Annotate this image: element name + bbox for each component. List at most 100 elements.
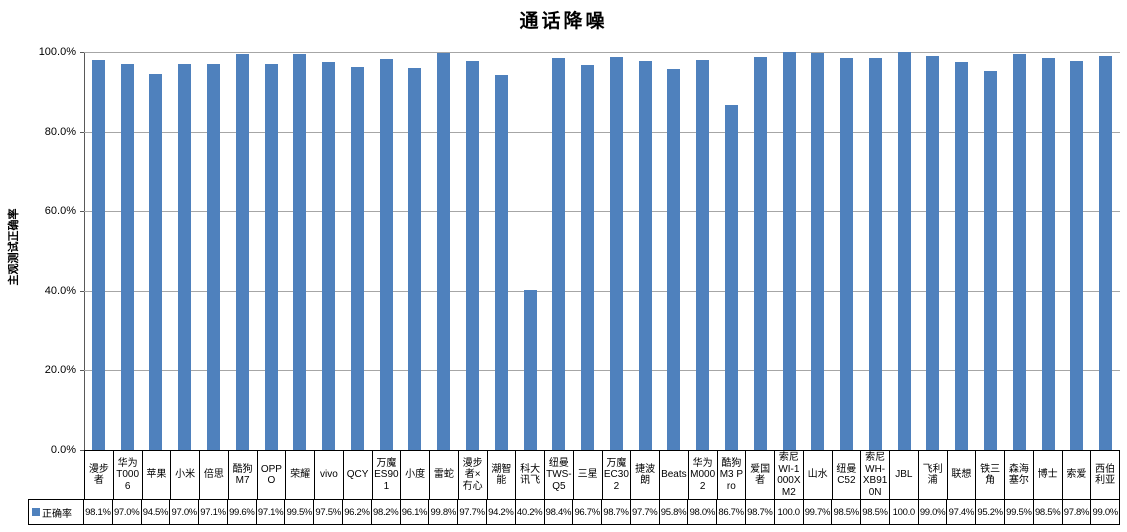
gridline <box>84 52 1120 53</box>
category-cell: 小米 <box>170 450 199 499</box>
value-cell: 96.2% <box>342 499 371 525</box>
bar <box>149 73 163 450</box>
category-cell: 科大讯飞 <box>515 450 544 499</box>
value-cell: 99.5% <box>284 499 314 525</box>
category-cell: 华为M0002 <box>687 450 717 499</box>
bar <box>293 53 307 450</box>
value-cell: 97.1% <box>255 499 285 525</box>
y-axis-tick <box>80 52 84 53</box>
legend-label: 正确率 <box>42 508 72 520</box>
bar <box>638 61 652 450</box>
bar <box>868 57 882 450</box>
category-cell: 索爱 <box>1061 450 1091 499</box>
bar <box>897 52 911 450</box>
value-cell: 98.5% <box>1032 499 1062 525</box>
value-cell: 97.7% <box>629 499 659 525</box>
category-cell: 漫步者×冇心 <box>457 450 487 499</box>
category-cell: 纽曼TWS-Q5 <box>544 450 573 499</box>
value-cell: 40.2% <box>514 499 544 525</box>
bar <box>91 59 105 450</box>
gridline <box>84 290 1120 292</box>
bar <box>725 104 738 450</box>
bar <box>984 71 997 450</box>
y-axis-tick <box>80 370 84 372</box>
category-cell: 三星 <box>572 450 602 499</box>
category-cell: 万魔ES901 <box>371 450 401 499</box>
bar <box>926 55 940 450</box>
bar <box>1012 53 1026 450</box>
bar <box>1070 60 1084 450</box>
bar <box>408 67 422 450</box>
y-tick-label: 80.0% <box>44 125 76 138</box>
category-cell: 捷波朗 <box>630 450 659 499</box>
gridline <box>84 370 1120 372</box>
category-cell: 飞利浦 <box>917 450 947 499</box>
value-cell: 97.1% <box>198 499 227 525</box>
value-cell: 99.5% <box>1004 499 1033 525</box>
legend-marker-icon <box>32 508 40 516</box>
value-cell: 97.8% <box>1061 499 1091 525</box>
category-cell: 索尼WH-XB910N <box>860 450 889 499</box>
value-cell: 86.7% <box>716 499 745 525</box>
bar <box>1041 57 1055 450</box>
value-cell: 96.7% <box>572 499 602 525</box>
y-axis-line <box>84 52 85 450</box>
value-cell: 98.4% <box>543 499 573 525</box>
category-cell: 荣耀 <box>285 450 314 499</box>
y-tick-label: 20.0% <box>44 364 76 377</box>
value-cell: 100.0 <box>888 499 918 525</box>
value-cell: 94.5% <box>140 499 170 525</box>
category-cell: 倍思 <box>199 450 228 499</box>
y-axis-tick <box>80 131 84 133</box>
bar <box>466 61 479 450</box>
bar <box>840 57 854 450</box>
gridline <box>84 131 1120 133</box>
category-cell: 西伯利亚 <box>1090 450 1119 499</box>
bar <box>494 75 508 450</box>
category-cell: vivo <box>314 450 343 499</box>
y-tick-label: 100.0% <box>38 46 76 58</box>
category-row: 漫步者 华为T0006 苹果 小米 倍思 酷狗M7 OPPO 荣耀 vivo QCY 万魔ES901… <box>84 450 1120 499</box>
value-cell: 97.5% <box>313 499 343 525</box>
value-cell: 99.8% <box>428 499 458 525</box>
bar <box>235 53 249 450</box>
y-axis-tick <box>80 450 84 451</box>
category-cell: 铁三角 <box>975 450 1004 499</box>
bar <box>523 290 537 450</box>
category-cell: 博士 <box>1032 450 1062 499</box>
bar <box>581 65 595 450</box>
category-cell: 爱国者 <box>745 450 774 499</box>
bar <box>552 58 566 450</box>
category-cell: 华为T0006 <box>112 450 142 499</box>
value-cell: 98.5% <box>860 499 889 525</box>
category-cell: 联想 <box>946 450 976 499</box>
category-cell: 酷狗M7 <box>227 450 257 499</box>
category-cell: 索尼WI-1000XM2 <box>774 450 803 499</box>
value-cell: 100.0 <box>773 499 803 525</box>
y-axis-tick <box>80 211 84 213</box>
value-cell: 99.7% <box>802 499 832 525</box>
category-cell: JBL <box>889 450 918 499</box>
category-cell: 苹果 <box>141 450 171 499</box>
value-cell: 97.7% <box>457 499 486 525</box>
bar <box>955 62 969 450</box>
value-cell: 95.8% <box>658 499 688 525</box>
legend-cell: 正确率 <box>28 499 83 525</box>
value-cell: 99.0% <box>1090 499 1120 525</box>
value-cell: 98.2% <box>370 499 400 525</box>
value-cell: 97.4% <box>946 499 976 525</box>
category-cell: 山水 <box>802 450 832 499</box>
value-cell: 98.7% <box>601 499 630 525</box>
value-cell: 97.0% <box>169 499 199 525</box>
category-cell: Beats <box>659 450 688 499</box>
bar <box>437 52 451 450</box>
value-cell: 98.5% <box>831 499 861 525</box>
category-cell: 酷狗M3 Pro <box>716 450 746 499</box>
bar <box>667 68 681 450</box>
value-cell: 96.1% <box>399 499 429 525</box>
bar <box>753 57 767 450</box>
value-cell: 99.0% <box>917 499 947 525</box>
y-tick-label: 0.0% <box>50 444 76 456</box>
category-cell: 森海塞尔 <box>1004 450 1033 499</box>
